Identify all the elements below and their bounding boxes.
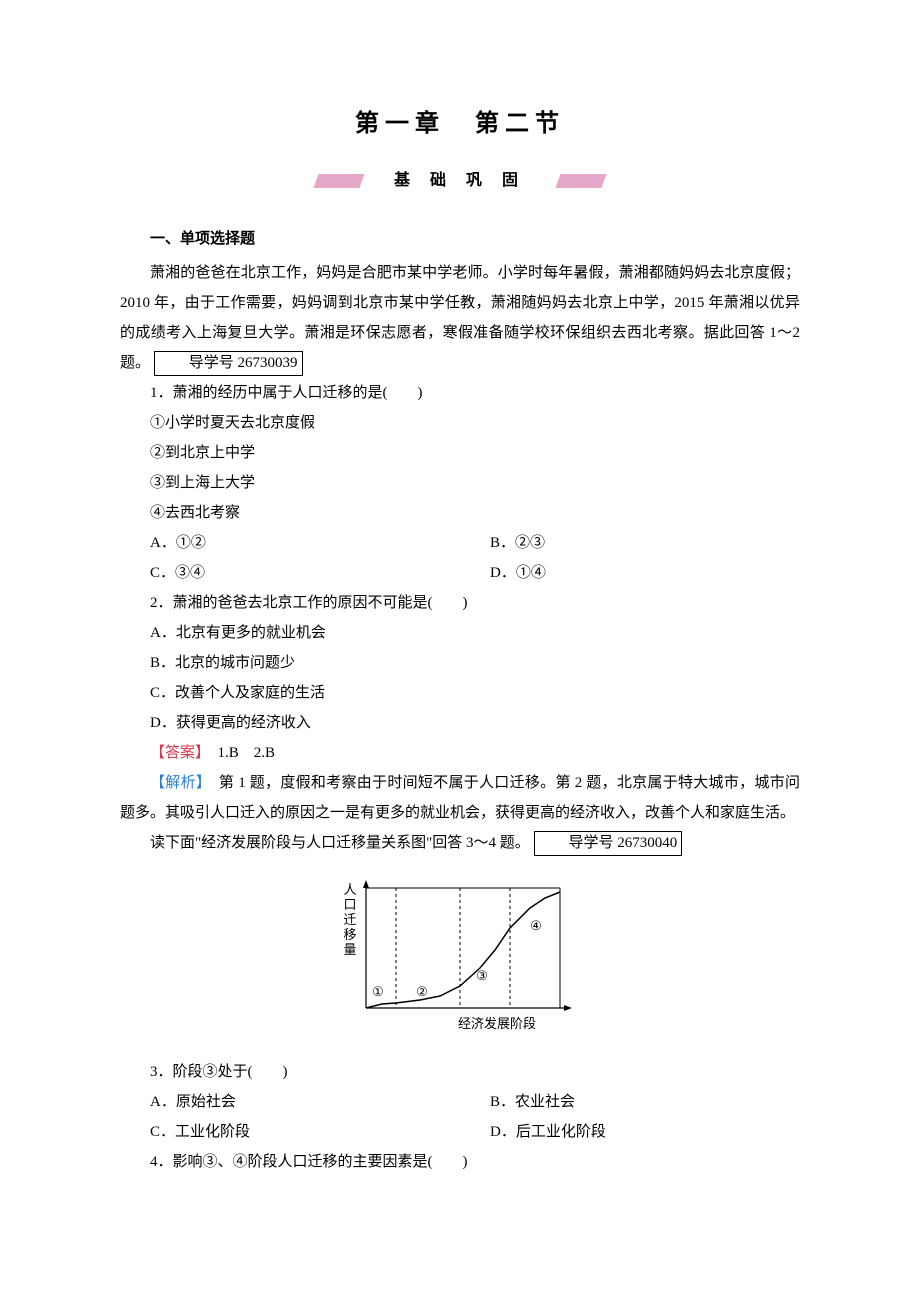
q3-d: D．后工业化阶段 (460, 1117, 800, 1147)
svg-text:人: 人 (343, 882, 356, 897)
page: 第一章 第二节 基 础 巩 固 一、单项选择题 萧湘的爸爸在北京工作，妈妈是合肥… (0, 0, 920, 1302)
banner: 基 础 巩 固 (120, 162, 800, 200)
svg-text:②: ② (416, 984, 428, 999)
q1-d: D．①④ (460, 558, 800, 588)
q3-b: B．农业社会 (460, 1087, 800, 1117)
q1-row-cd: C．③④ D．①④ (120, 558, 800, 588)
q3-row-cd: C．工业化阶段 D．后工业化阶段 (120, 1117, 800, 1147)
svg-text:④: ④ (530, 918, 542, 933)
chart: ① ② ③ ④ 人口迁移量经济发展阶段 (120, 868, 800, 1049)
svg-text:经济发展阶段: 经济发展阶段 (458, 1016, 536, 1031)
svg-text:①: ① (372, 984, 384, 999)
chart-svg: ① ② ③ ④ 人口迁移量经济发展阶段 (330, 868, 590, 1038)
q1-opt2: ②到北京上中学 (120, 438, 800, 468)
q1-opt3: ③到上海上大学 (120, 468, 800, 498)
q3-stem: 3．阶段③处于( ) (120, 1057, 800, 1087)
q3-c: C．工业化阶段 (120, 1117, 460, 1147)
analysis-12: 【解析】 第 1 题，度假和考察由于时间短不属于人口迁移。第 2 题，北京属于特… (120, 768, 800, 828)
q2-c: C．改善个人及家庭的生活 (120, 678, 800, 708)
q1-c: C．③④ (120, 558, 460, 588)
svg-text:口: 口 (343, 897, 356, 912)
chapter-title: 第一章 第二节 (120, 100, 800, 148)
answer-label: 【答案】 (150, 745, 203, 761)
guide-number-2: 导学号 26730040 (534, 831, 683, 856)
passage-1: 萧湘的爸爸在北京工作，妈妈是合肥市某中学老师。小学时每年暑假，萧湘都随妈妈去北京… (120, 258, 800, 378)
q1-opt1: ①小学时夏天去北京度假 (120, 408, 800, 438)
q4-stem: 4．影响③、④阶段人口迁移的主要因素是( ) (120, 1147, 800, 1177)
q1-row-ab: A．①② B．②③ (120, 528, 800, 558)
q2-stem: 2．萧湘的爸爸去北京工作的原因不可能是( ) (120, 588, 800, 618)
answer-12: 【答案】 1.B 2.B (120, 738, 800, 768)
svg-text:③: ③ (476, 968, 488, 983)
q3-a: A．原始社会 (120, 1087, 460, 1117)
guide-number-1: 导学号 26730039 (154, 351, 303, 376)
analysis-12-text: 第 1 题，度假和考察由于时间短不属于人口迁移。第 2 题，北京属于特大城市，城… (120, 775, 800, 821)
passage-2: 读下面"经济发展阶段与人口迁移量关系图"回答 3～4 题。 导学号 267300… (120, 828, 800, 858)
answer-12-text: 1.B 2.B (203, 745, 276, 761)
banner-text: 基 础 巩 固 (364, 162, 556, 200)
q1-opt4: ④去西北考察 (120, 498, 800, 528)
q1-a: A．①② (120, 528, 460, 558)
svg-text:迁: 迁 (343, 912, 356, 927)
q2-b: B．北京的城市问题少 (120, 648, 800, 678)
svg-text:量: 量 (343, 942, 356, 957)
q2-a: A．北京有更多的就业机会 (120, 618, 800, 648)
analysis-label: 【解析】 (150, 775, 204, 791)
q1-stem: 1．萧湘的经历中属于人口迁移的是( ) (120, 378, 800, 408)
q3-row-ab: A．原始社会 B．农业社会 (120, 1087, 800, 1117)
passage-2-text: 读下面"经济发展阶段与人口迁移量关系图"回答 3～4 题。 (150, 835, 530, 851)
section-head-1: 一、单项选择题 (120, 224, 800, 254)
q1-b: B．②③ (460, 528, 800, 558)
q2-d: D．获得更高的经济收入 (120, 708, 800, 738)
svg-text:移: 移 (343, 927, 356, 942)
